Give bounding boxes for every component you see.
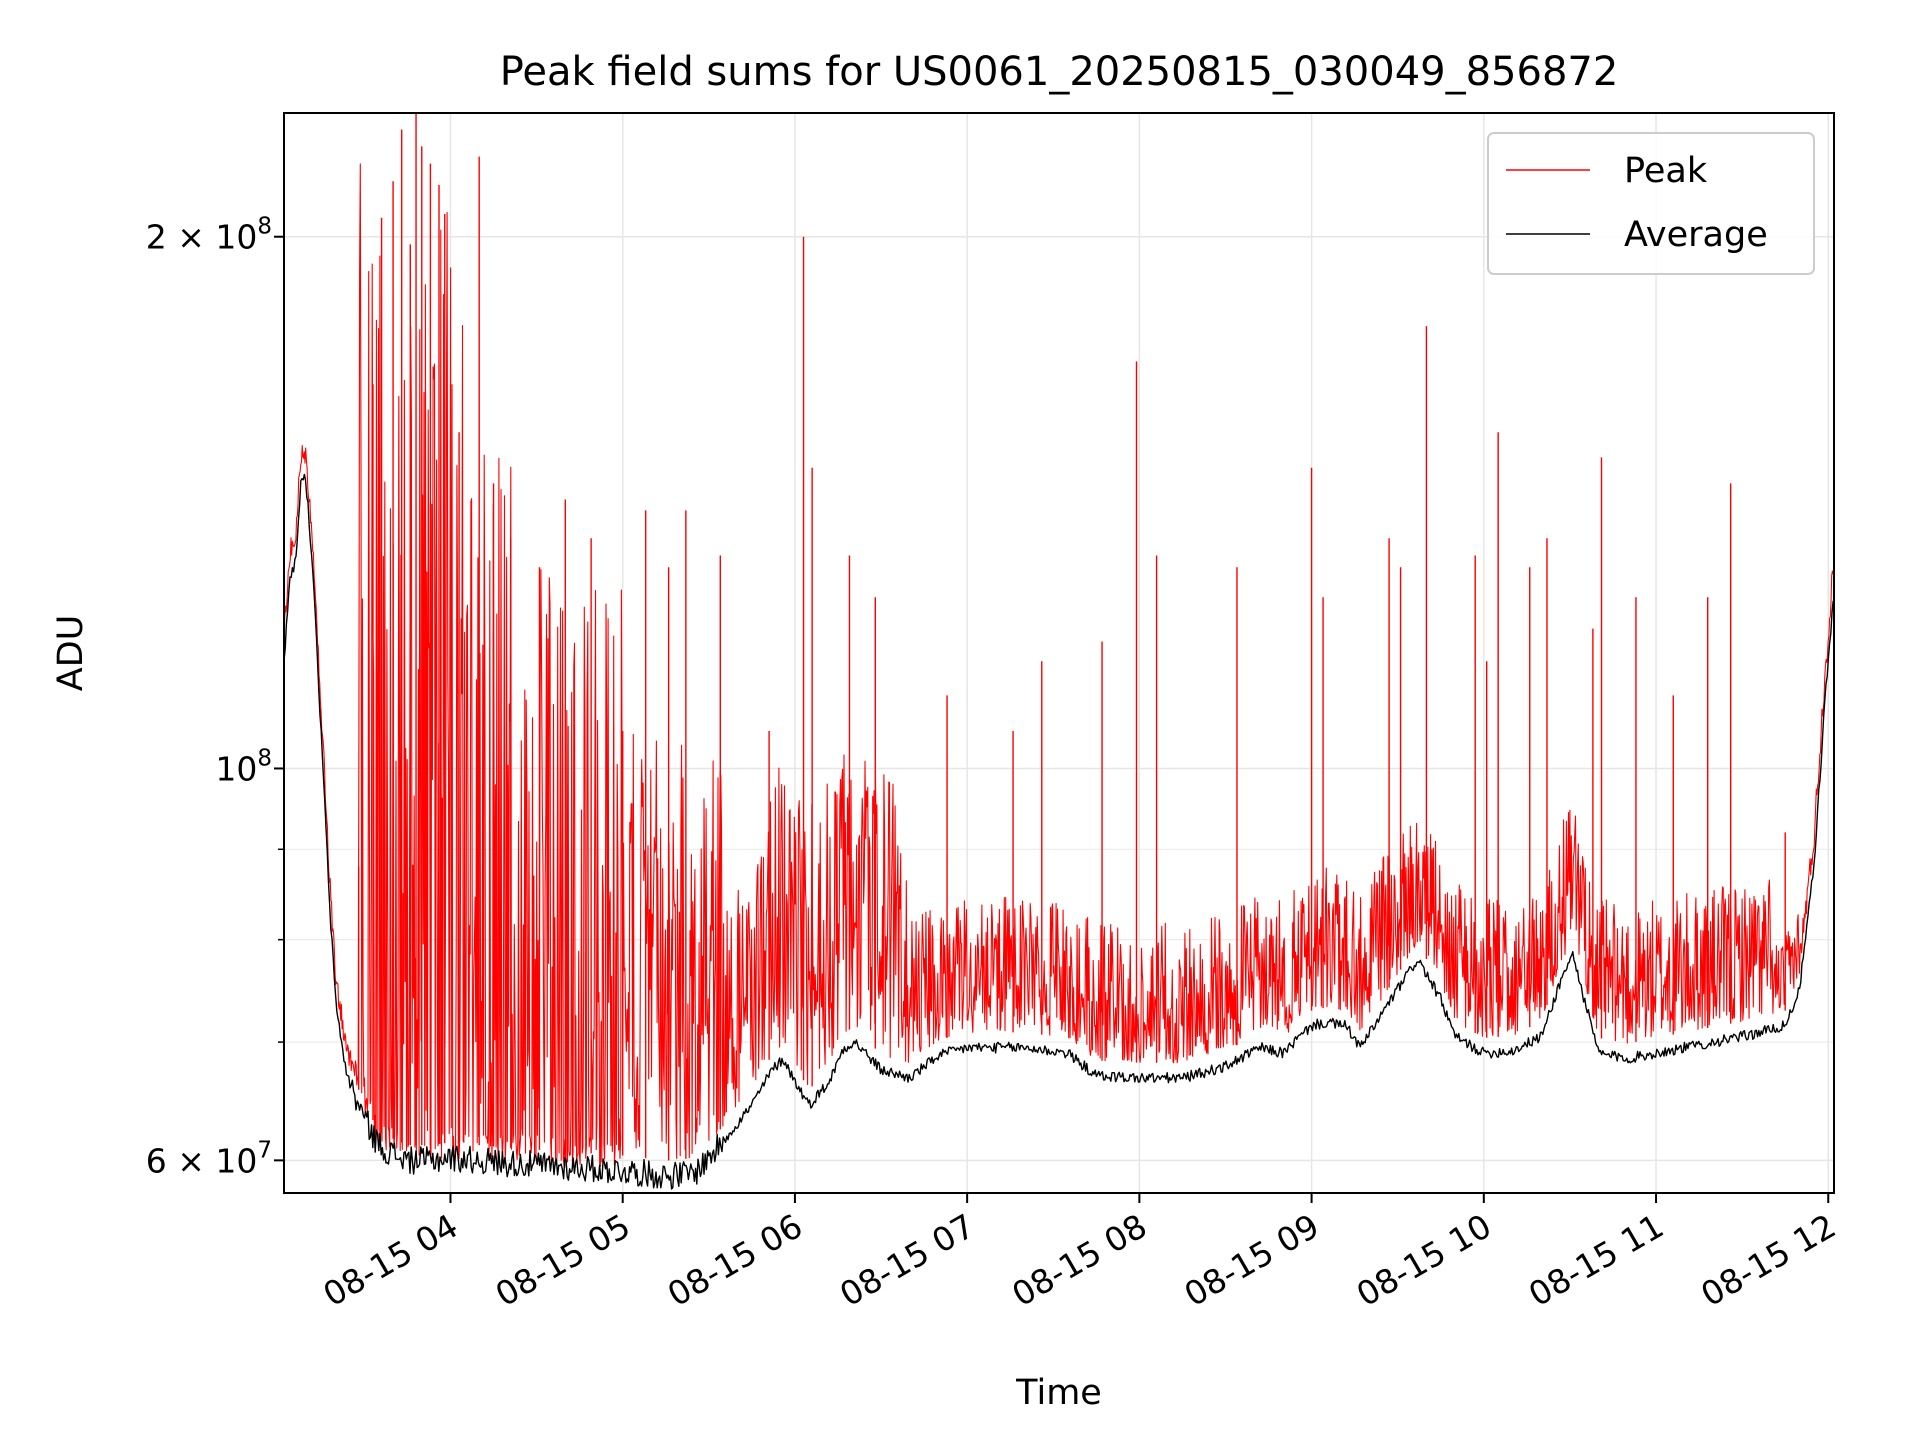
chart-title: Peak field sums for US0061_20250815_0300… (500, 49, 1619, 95)
series-layer (283, 113, 1835, 1190)
average-series-line (283, 473, 1834, 1190)
legend-box (1487, 132, 1815, 275)
x-axis-label: Time (1015, 1373, 1102, 1413)
plot-frame (283, 112, 1835, 1194)
legend-label-average: Average (1624, 215, 1768, 255)
y-axis-label: ADU (51, 615, 91, 692)
legend-label-peak: Peak (1624, 151, 1708, 191)
y-tick-label: 2 × 108 (146, 214, 272, 257)
legend: Peak Average (1487, 132, 1815, 275)
y-tick-label: 6 × 107 (146, 1137, 272, 1180)
y-tick-label: 108 (215, 745, 272, 788)
peak-series-line (283, 163, 1835, 1168)
